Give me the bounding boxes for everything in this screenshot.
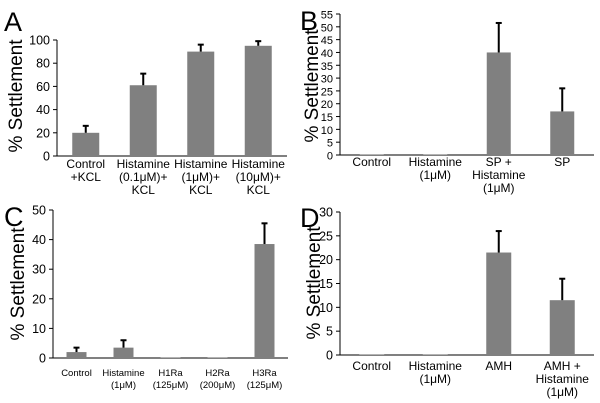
panel-b-category-label: Control (352, 155, 391, 169)
panel-b-bar (423, 154, 448, 155)
panel-d-bar (549, 300, 575, 355)
panel-a-bar (129, 85, 157, 156)
panel-b-y-tick-label: 0 (327, 151, 333, 163)
panel-a-category-label: Histamine (10μM)+ KCL (232, 157, 286, 197)
panel-d-letter: D (300, 203, 320, 233)
panel-b-category-label: SP (554, 155, 570, 169)
panel-c-chart: C % Settlement 0 10 20 30 40 50 Control Histami… (4, 202, 288, 391)
panel-a-y-axis-label: % Settlement (6, 39, 27, 153)
panel-b-bar (359, 154, 384, 155)
panel-c-category-label: H2Ra (200μM) (200, 368, 236, 391)
panel-d-y-tick-label: 25 (319, 229, 333, 243)
panel-a-y-tick-label: 20 (36, 126, 50, 140)
panel-b-category-label: SP + Histamine (1μM) (472, 155, 526, 195)
panel-c-y-tick-label: 0 (39, 352, 46, 366)
panel-b-y-tick-label: 45 (321, 35, 333, 47)
panel-b-y-tick-label: 25 (321, 86, 333, 98)
panel-a-y-tick-label: 60 (36, 80, 50, 94)
panel-b-y-tick-label: 5 (327, 138, 333, 150)
panel-b-y-tick-label: 40 (321, 48, 333, 60)
panel-d-bar (359, 354, 385, 355)
panel-a-category-label: Histamine (1μM)+ KCL (174, 157, 228, 197)
panel-a-chart: A % Settlement 0 20 40 60 80 100 Control +KCL Hi… (4, 7, 287, 197)
panel-a-y-tick-label: 80 (36, 57, 50, 71)
panel-d-y-axis-label: % Settlement (304, 226, 325, 340)
panel-c-y-tick-label: 20 (32, 292, 46, 306)
panel-a-y-tick-label: 0 (43, 150, 50, 164)
panel-b-y-tick-label: 30 (321, 74, 333, 86)
panel-d-y-tick-label: 0 (326, 349, 333, 363)
panel-a-letter: A (4, 7, 22, 37)
panel-a-y-tick-label: 40 (36, 103, 50, 117)
panel-c-category-label: H3Ra (125μM) (247, 368, 283, 391)
panel-b-y-axis-label: % Settlement (302, 29, 323, 143)
panel-b-bar (550, 111, 575, 155)
panel-b-category-label: Histamine (1μM) (409, 155, 463, 182)
panel-a-category-label: Histamine (0.1μM)+ KCL (117, 157, 171, 197)
panel-c-y-axis-label: % Settlement (8, 227, 29, 341)
panel-c-bar (207, 357, 228, 358)
panel-c-bar (66, 352, 87, 358)
panel-c-category-label: Control (61, 368, 92, 379)
panel-d-category-label: AMH (485, 359, 512, 373)
panel-d-y-tick-label: 20 (319, 253, 333, 267)
panel-d-category-label: AMH + Histamine (1μM) (536, 359, 590, 399)
panel-c-y-tick-label: 50 (32, 204, 46, 218)
panel-d-y-tick-label: 5 (326, 325, 333, 339)
panel-b-y-tick-label: 55 (321, 10, 333, 22)
panel-a-category-label: Control +KCL (66, 157, 105, 184)
panel-b-y-tick-label: 10 (321, 125, 333, 137)
panel-b-y-tick-label: 20 (321, 99, 333, 111)
panel-c-y-tick-label: 30 (32, 263, 46, 277)
panel-b-y-tick-label: 35 (321, 61, 333, 73)
panel-c-bar (160, 357, 181, 358)
panel-d-bar (422, 354, 448, 355)
panel-d-bar (486, 252, 512, 355)
panel-d-chart: D % Settlement 0 5 10 15 20 25 30 Control Histam… (300, 203, 594, 399)
panel-d-category-label: Histamine (1μM) (409, 359, 463, 386)
panel-c-letter: C (4, 202, 24, 232)
panel-c-bar (113, 347, 134, 358)
panel-d-y-tick-label: 30 (319, 206, 333, 220)
panel-b-letter: B (300, 6, 318, 36)
panel-b-y-tick-label: 50 (321, 22, 333, 34)
panel-a-bar (244, 45, 272, 156)
panel-a-bar (72, 132, 100, 156)
panel-b-y-tick-label: 15 (321, 112, 333, 124)
panel-c-y-tick-label: 40 (32, 233, 46, 247)
panel-d-category-label: Control (352, 359, 391, 373)
panel-c-category-label: H1Ra (125μM) (153, 368, 189, 391)
panel-c-category-label: Histamine (1μM) (102, 368, 144, 391)
panel-a-y-tick-label: 100 (29, 34, 50, 48)
panel-c-bar (254, 244, 275, 358)
panel-a-bar (187, 51, 215, 156)
panel-d-y-tick-label: 15 (319, 277, 333, 291)
panel-b-bar (486, 52, 511, 155)
panel-c-y-tick-label: 10 (32, 322, 46, 336)
panel-d-y-tick-label: 10 (319, 301, 333, 315)
